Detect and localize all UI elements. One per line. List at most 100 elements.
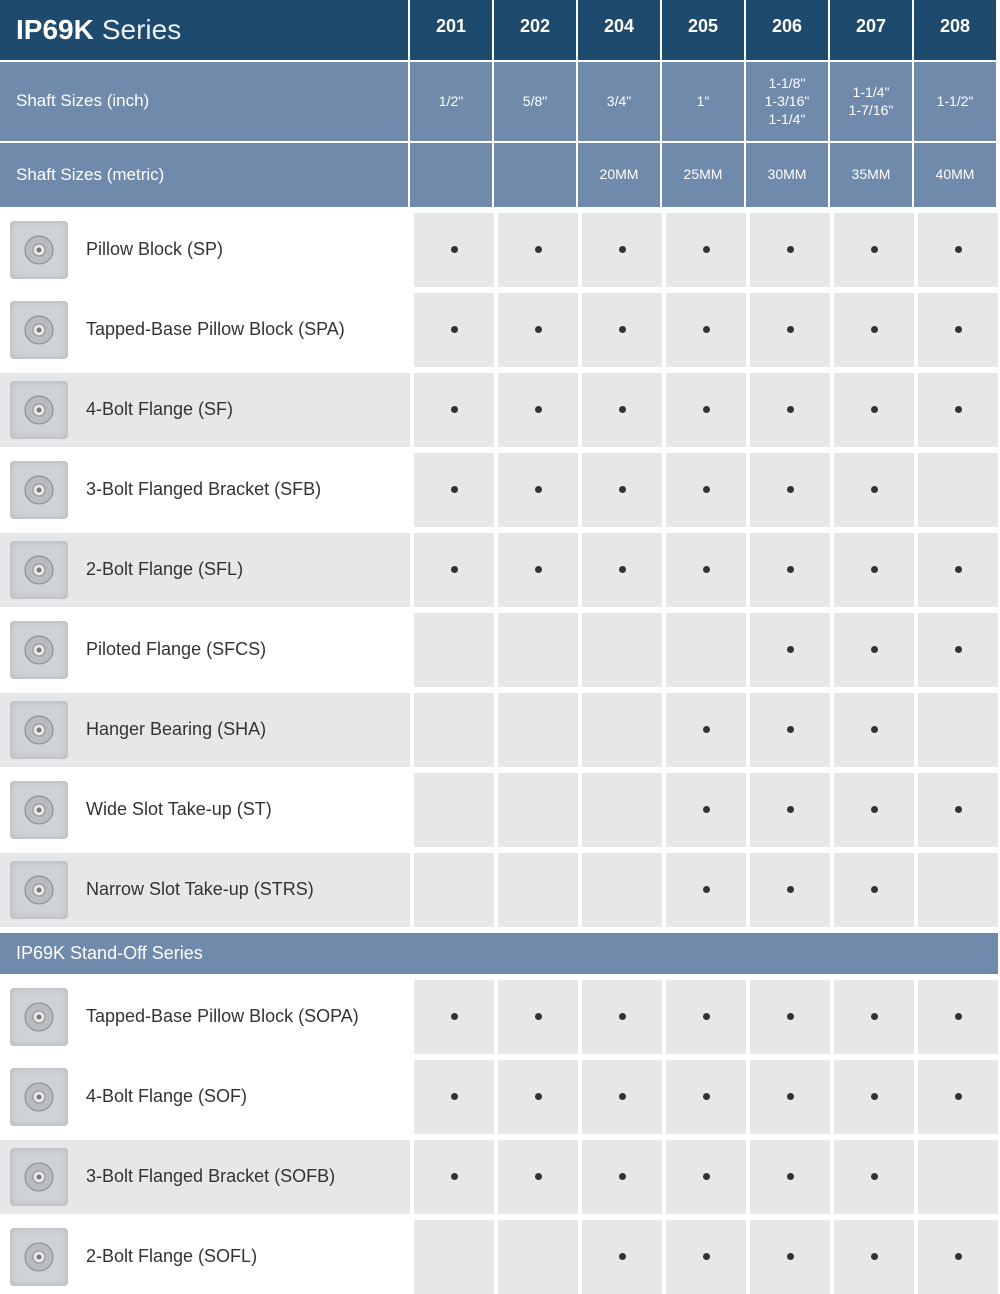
product-label-cell: 2-Bolt Flange (SFL) (0, 527, 410, 607)
subheader-value: 5/8" (523, 92, 547, 110)
availability-dot (787, 566, 794, 573)
availability-dot (619, 1253, 626, 1260)
availability-dot (955, 646, 962, 653)
availability-cell (746, 207, 830, 287)
product-thumb (10, 301, 68, 359)
availability-dot (955, 806, 962, 813)
availability-dot (787, 646, 794, 653)
availability-dot (787, 726, 794, 733)
availability-cell (914, 607, 998, 687)
product-label-cell: 4-Bolt Flange (SF) (0, 367, 410, 447)
availability-dot (535, 326, 542, 333)
availability-cell (578, 1214, 662, 1294)
availability-cell (662, 687, 746, 767)
availability-dot (451, 1093, 458, 1100)
availability-dot (535, 1093, 542, 1100)
availability-cell (662, 447, 746, 527)
product-thumb (10, 781, 68, 839)
availability-dot (619, 1173, 626, 1180)
availability-cell (578, 447, 662, 527)
availability-dot (535, 566, 542, 573)
subheader-value: 1" (697, 92, 710, 110)
product-name: 3-Bolt Flanged Bracket (SFB) (86, 479, 321, 500)
subheader-value: 3/4" (607, 92, 631, 110)
availability-cell (830, 847, 914, 927)
availability-cell (830, 367, 914, 447)
availability-cell (578, 207, 662, 287)
availability-cell (410, 847, 494, 927)
availability-dot (787, 406, 794, 413)
availability-cell (662, 207, 746, 287)
availability-cell (578, 974, 662, 1054)
availability-dot (535, 406, 542, 413)
subheader-value: 25MM (684, 165, 723, 183)
availability-dot (787, 1013, 794, 1020)
availability-dot (871, 646, 878, 653)
availability-cell (494, 974, 578, 1054)
product-name: Tapped-Base Pillow Block (SOPA) (86, 1006, 359, 1027)
subheader-cell: 5/8" (494, 60, 578, 141)
availability-cell (494, 847, 578, 927)
column-header: 205 (662, 0, 746, 60)
availability-dot (871, 886, 878, 893)
availability-cell (410, 447, 494, 527)
availability-dot (955, 1093, 962, 1100)
product-label-cell: Piloted Flange (SFCS) (0, 607, 410, 687)
availability-dot (871, 246, 878, 253)
product-label-cell: 4-Bolt Flange (SOF) (0, 1054, 410, 1134)
availability-dot (871, 406, 878, 413)
subheader-cell: 1/2" (410, 60, 494, 141)
availability-cell (914, 207, 998, 287)
availability-dot (787, 1253, 794, 1260)
subheader-label: Shaft Sizes (inch) (0, 60, 410, 141)
subheader-value: 30MM (768, 165, 807, 183)
availability-dot (871, 1093, 878, 1100)
column-header: 204 (578, 0, 662, 60)
availability-cell (662, 527, 746, 607)
availability-cell (914, 974, 998, 1054)
column-header: 202 (494, 0, 578, 60)
subheader-cell: 25MM (662, 141, 746, 207)
subheader-cell: 1-1/8"1-3/16"1-1/4" (746, 60, 830, 141)
product-name: Narrow Slot Take-up (STRS) (86, 879, 314, 900)
availability-dot (619, 406, 626, 413)
subheader-value: 1-1/2" (937, 92, 974, 110)
availability-dot (703, 406, 710, 413)
subheader-value: 20MM (600, 165, 639, 183)
availability-cell (830, 447, 914, 527)
availability-cell (494, 287, 578, 367)
availability-dot (787, 806, 794, 813)
availability-dot (787, 486, 794, 493)
availability-cell (662, 1214, 746, 1294)
availability-dot (619, 486, 626, 493)
subheader-label: Shaft Sizes (metric) (0, 141, 410, 207)
availability-dot (787, 326, 794, 333)
availability-cell (830, 687, 914, 767)
availability-cell (494, 607, 578, 687)
availability-dot (703, 1253, 710, 1260)
availability-dot (703, 326, 710, 333)
subheader-cell: 35MM (830, 141, 914, 207)
availability-cell (410, 287, 494, 367)
product-label-cell: Narrow Slot Take-up (STRS) (0, 847, 410, 927)
availability-cell (914, 1214, 998, 1294)
product-thumb (10, 1068, 68, 1126)
availability-dot (703, 486, 710, 493)
availability-dot (703, 1173, 710, 1180)
availability-cell (914, 847, 998, 927)
availability-cell (746, 447, 830, 527)
product-label-cell: 3-Bolt Flanged Bracket (SFB) (0, 447, 410, 527)
availability-dot (871, 726, 878, 733)
availability-cell (410, 207, 494, 287)
availability-dot (451, 406, 458, 413)
availability-dot (703, 1013, 710, 1020)
availability-dot (619, 566, 626, 573)
column-header: 207 (830, 0, 914, 60)
subheader-cell: 30MM (746, 141, 830, 207)
availability-cell (662, 607, 746, 687)
subheader-cell: 40MM (914, 141, 998, 207)
product-label-cell: Tapped-Base Pillow Block (SOPA) (0, 974, 410, 1054)
availability-dot (535, 486, 542, 493)
availability-cell (746, 767, 830, 847)
subheader-value: 1-1/4" (769, 110, 806, 128)
